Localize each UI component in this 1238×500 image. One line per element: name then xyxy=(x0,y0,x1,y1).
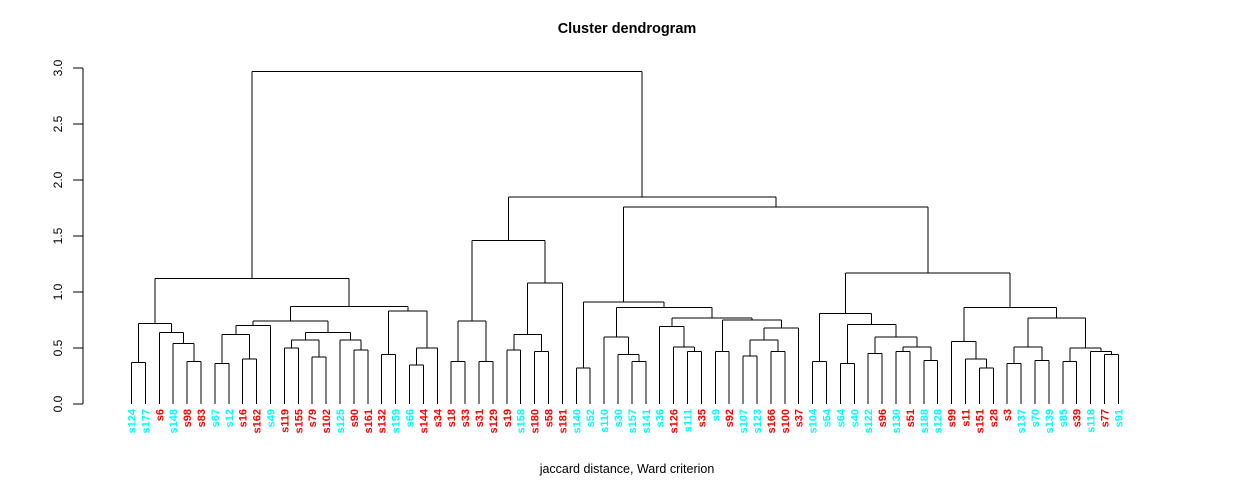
leaf-label: s33 xyxy=(460,409,472,427)
leaf-label: s98 xyxy=(182,409,194,427)
leaf-label: s54 xyxy=(822,408,834,427)
leaf-label: s129 xyxy=(488,409,500,433)
leaf-label: s70 xyxy=(1030,409,1042,427)
leaf-label: s141 xyxy=(641,409,653,433)
leaf-label: s37 xyxy=(794,409,806,427)
leaf-label: s137 xyxy=(1016,409,1028,433)
y-tick-label: 0.5 xyxy=(51,339,65,356)
leaf-label: s30 xyxy=(613,409,625,427)
chart-caption: jaccard distance, Ward criterion xyxy=(539,462,715,476)
leaf-label: s162 xyxy=(252,409,264,433)
leaf-label: s166 xyxy=(766,409,778,433)
leaf-label: s79 xyxy=(307,409,319,427)
leaf-label: s140 xyxy=(571,409,583,433)
leaf-label: s91 xyxy=(1113,409,1125,427)
leaf-label: s92 xyxy=(724,409,736,427)
leaf-labels: s124 s177 s6 s148 s98 s83 s67 s12 s16 s162 s49 s119… xyxy=(127,408,1126,433)
leaf-label: s16 xyxy=(238,409,250,427)
leaf-label: s181 xyxy=(557,409,569,433)
leaf-label: s111 xyxy=(683,409,695,432)
leaf-label: s67 xyxy=(210,409,222,427)
leaf-label: s188 xyxy=(919,409,931,433)
leaf-label: s144 xyxy=(418,408,430,433)
leaf-label: s148 xyxy=(168,409,180,433)
leaf-label: s9 xyxy=(710,409,722,421)
leaf-label: s52 xyxy=(585,409,597,427)
leaf-label: s40 xyxy=(849,409,861,427)
leaf-label: s123 xyxy=(752,409,764,433)
leaf-label: s125 xyxy=(335,409,347,433)
leaf-label: s18 xyxy=(446,409,458,427)
chart-title: Cluster dendrogram xyxy=(558,21,697,37)
y-tick-label: 3.0 xyxy=(51,59,65,76)
leaf-label: s100 xyxy=(780,409,792,433)
leaf-label: s118 xyxy=(1086,409,1098,433)
leaf-label: s11 xyxy=(961,409,973,427)
leaf-label: s124 xyxy=(127,408,139,433)
leaf-label: s158 xyxy=(516,409,528,433)
leaf-label: s159 xyxy=(391,409,403,433)
leaf-label: s99 xyxy=(947,409,959,427)
leaf-label: s28 xyxy=(988,409,1000,427)
leaf-label: s85 xyxy=(1058,409,1070,427)
leaf-label: s130 xyxy=(891,409,903,433)
leaf-label: s51 xyxy=(905,409,917,427)
leaf-label: s96 xyxy=(877,409,889,427)
leaf-label: s35 xyxy=(696,409,708,427)
leaf-label: s3 xyxy=(1002,409,1014,421)
leaf-label: s161 xyxy=(363,409,375,433)
leaf-label: s102 xyxy=(321,409,333,433)
leaf-label: s90 xyxy=(349,409,361,427)
leaf-label: s31 xyxy=(474,409,486,427)
leaf-label: s34 xyxy=(432,408,444,427)
leaf-label: s122 xyxy=(863,409,875,433)
leaf-label: s151 xyxy=(974,409,986,433)
leaf-label: s49 xyxy=(266,409,278,427)
leaf-label: s83 xyxy=(196,409,208,427)
dendrogram-tree xyxy=(131,70,1119,404)
leaf-label: s19 xyxy=(502,409,514,427)
y-tick-label: 1.5 xyxy=(51,227,65,244)
leaf-label: s104 xyxy=(808,408,820,433)
y-tick-label: 2.5 xyxy=(51,115,65,132)
leaf-label: s6 xyxy=(154,409,166,421)
leaf-label: s107 xyxy=(738,409,750,433)
leaf-label: s119 xyxy=(279,409,291,433)
leaf-label: s58 xyxy=(544,409,556,427)
leaf-label: s128 xyxy=(933,409,945,433)
leaf-label: s39 xyxy=(1072,409,1084,427)
leaf-label: s64 xyxy=(835,408,847,427)
leaf-label: s12 xyxy=(224,409,236,427)
leaf-label: s77 xyxy=(1100,409,1112,427)
leaf-label: s157 xyxy=(627,409,639,433)
y-tick-label: 0.0 xyxy=(51,395,65,412)
leaf-label: s126 xyxy=(669,409,681,433)
y-tick-label: 2.0 xyxy=(51,171,65,188)
leaf-label: s110 xyxy=(599,409,611,433)
y-axis: 0.0 0.5 1.0 1.5 2.0 2.5 3.0 xyxy=(51,59,84,412)
leaf-label: s155 xyxy=(293,409,305,433)
leaf-label: s36 xyxy=(655,409,667,427)
leaf-label: s139 xyxy=(1044,409,1056,433)
leaf-label: s132 xyxy=(377,409,389,433)
leaf-label: s177 xyxy=(140,409,152,433)
leaf-label: s66 xyxy=(405,409,417,427)
y-tick-label: 1.0 xyxy=(51,283,65,300)
leaf-label: s180 xyxy=(530,409,542,433)
